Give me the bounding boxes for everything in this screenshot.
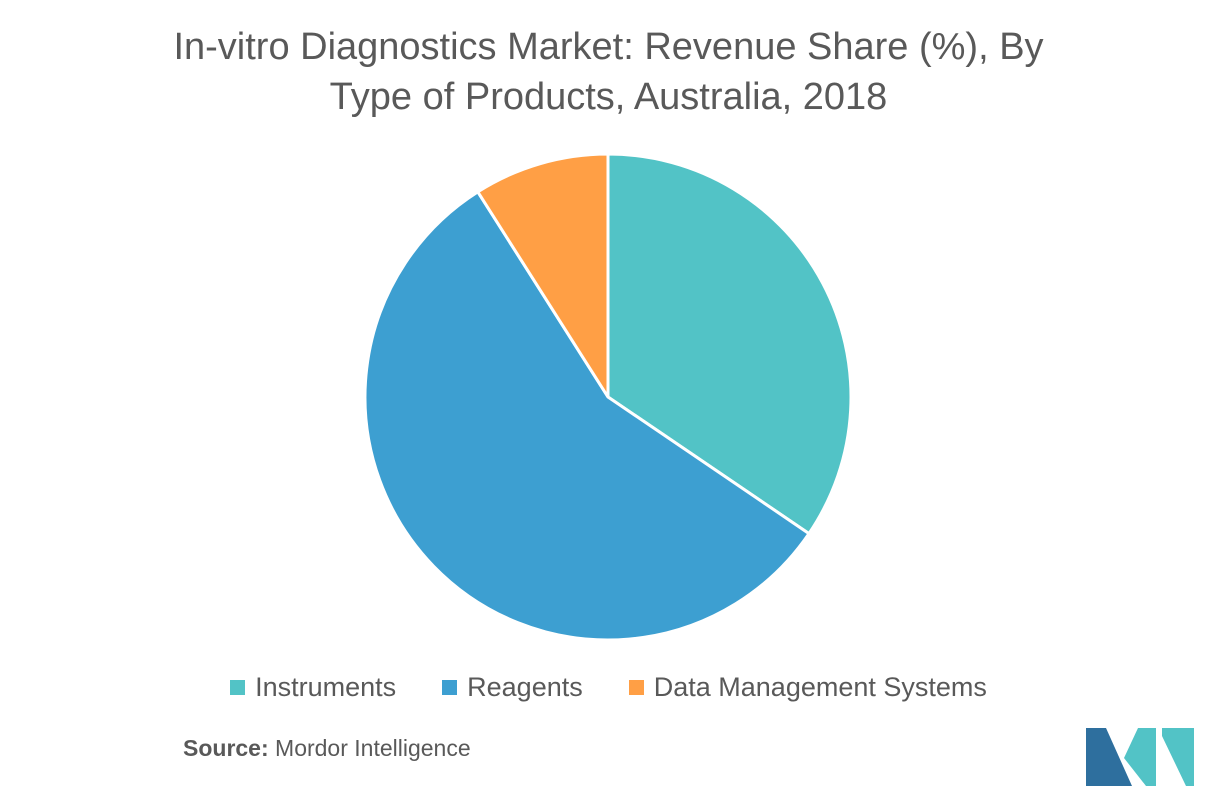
chart-title-line-1: In-vitro Diagnostics Market: Revenue Sha… (173, 26, 1044, 68)
source-note: Source: Mordor Intelligence (183, 735, 471, 762)
logo-shape-middle (1124, 728, 1156, 786)
mordor-logo-icon (1086, 728, 1194, 786)
logo-shape-left (1086, 728, 1132, 786)
logo-shape-right (1162, 728, 1194, 786)
legend-label-reagents: Reagents (467, 672, 583, 702)
pie-slice-data-management-systems (476, 152, 610, 399)
legend-item-instruments: Instruments (230, 672, 396, 703)
legend-label-data-management-systems: Data Management Systems (653, 672, 987, 702)
legend-swatch-data-management-systems (628, 680, 644, 695)
chart-legend: Instruments Reagents Data Management Sys… (0, 672, 1217, 703)
chart-title-line-2: Type of Products, Australia, 2018 (329, 76, 888, 118)
pie-slices (363, 152, 853, 642)
legend-item-data-management-systems: Data Management Systems (628, 672, 987, 703)
legend-item-reagents: Reagents (442, 672, 583, 703)
legend-label-instruments: Instruments (255, 672, 397, 702)
source-label: Source: (183, 735, 269, 761)
pie-slice-instruments (606, 152, 853, 536)
source-text: Mordor Intelligence (275, 735, 471, 761)
legend-swatch-instruments (230, 680, 246, 695)
chart-title: In-vitro Diagnostics Market: Revenue Sha… (0, 22, 1217, 122)
pie-slice-reagents (363, 190, 811, 642)
legend-swatch-reagents (442, 680, 458, 695)
